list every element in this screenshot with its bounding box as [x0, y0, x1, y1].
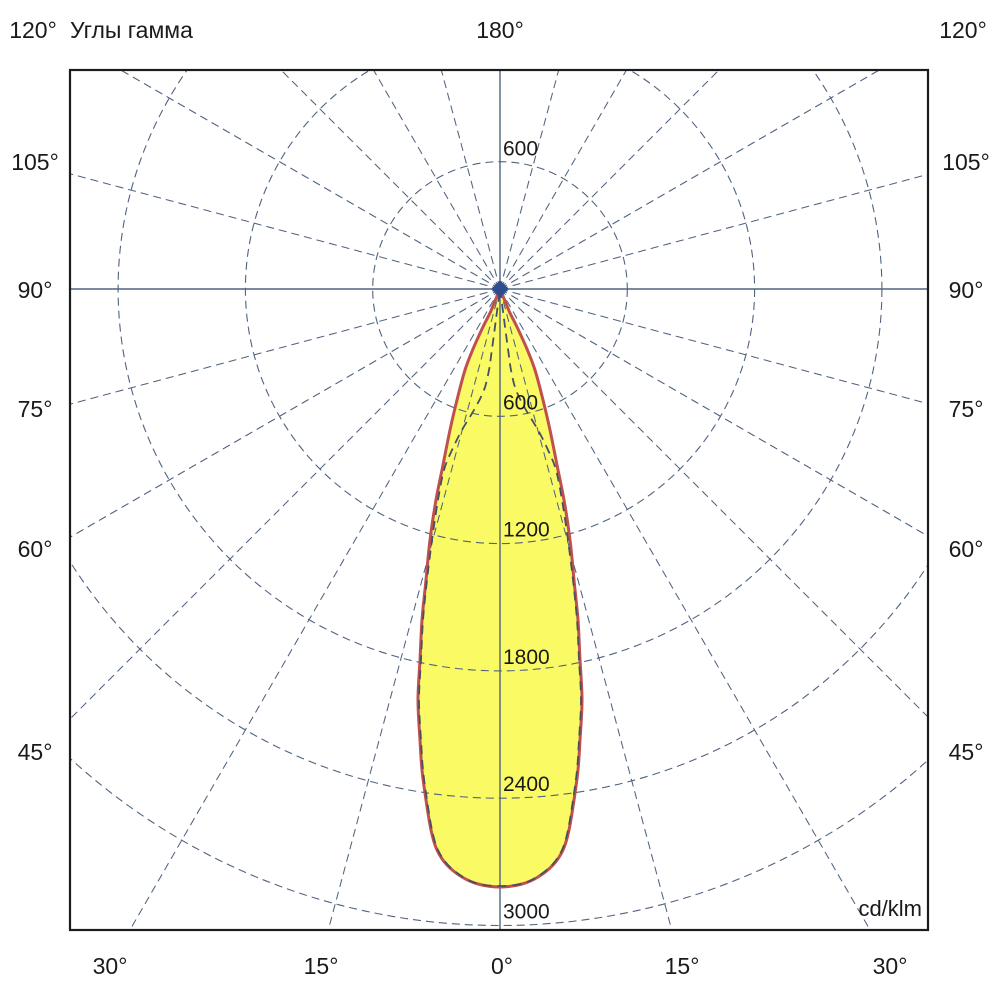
angle-tick-label: 45° [949, 739, 984, 765]
angle-tick-label: 0° [491, 953, 513, 979]
angle-tick-label: 60° [18, 536, 53, 562]
grid-ray [372, 70, 501, 290]
pole-marker [491, 280, 509, 298]
grid-ray [440, 70, 501, 290]
grid-ray [70, 173, 501, 290]
angle-tick-label: 105° [11, 149, 59, 175]
unit-label: cd/klm [858, 896, 922, 921]
angle-tick-label: 180° [476, 17, 524, 43]
grid-ray [499, 173, 928, 290]
grid-ray [499, 70, 881, 290]
angle-tick-label: 90° [949, 277, 984, 303]
radial-tick-labels: 600 1200 1800 2400 3000 600 [503, 138, 550, 924]
radial-tick-label: 3000 [503, 901, 550, 924]
grid-ray [499, 70, 628, 290]
grid-ray [129, 288, 501, 930]
angle-tick-label: 75° [949, 396, 984, 422]
grid-ray [499, 288, 928, 718]
angle-tick-label: 15° [665, 953, 700, 979]
radial-tick-label: 600 [503, 138, 538, 161]
radial-tick-label: 1800 [503, 646, 550, 669]
angle-tick-label: 120° [939, 17, 987, 43]
angle-tick-label: 15° [304, 953, 339, 979]
radial-tick-label: 1200 [503, 519, 550, 542]
angle-tick-label: 30° [93, 953, 128, 979]
angle-tick-label: 105° [942, 149, 990, 175]
angle-tick-label: 90° [18, 277, 53, 303]
radial-tick-label: 2400 [503, 773, 550, 796]
intensity-curves [416, 284, 584, 889]
angle-tick-labels: 120° 180° 120° 105° 90° 75° 60° 45° 105° 90° 75° 60… [9, 17, 990, 979]
pole-diamond-icon [491, 280, 509, 298]
grid-ray [499, 288, 871, 930]
grid-ray [70, 288, 501, 405]
grid-ray [499, 288, 673, 930]
angle-tick-label: 45° [18, 739, 53, 765]
curve-c90-c270 [418, 288, 582, 887]
angle-tick-label: 120° [9, 17, 57, 43]
grid-ray [119, 70, 501, 290]
grid-ray [70, 288, 501, 720]
chart-title: Углы гамма [70, 17, 193, 43]
grid-ray [70, 288, 501, 538]
plot-border [68, 68, 930, 932]
angle-tick-label: 30° [873, 953, 908, 979]
angle-tick-label: 75° [18, 396, 53, 422]
angle-tick-label: 60° [949, 536, 984, 562]
radial-tick-label: 600 [503, 391, 538, 414]
curve-c0-c180 [416, 284, 584, 889]
grid-ray [327, 288, 501, 930]
grid-ray [499, 288, 928, 405]
grid-ray [499, 288, 928, 537]
